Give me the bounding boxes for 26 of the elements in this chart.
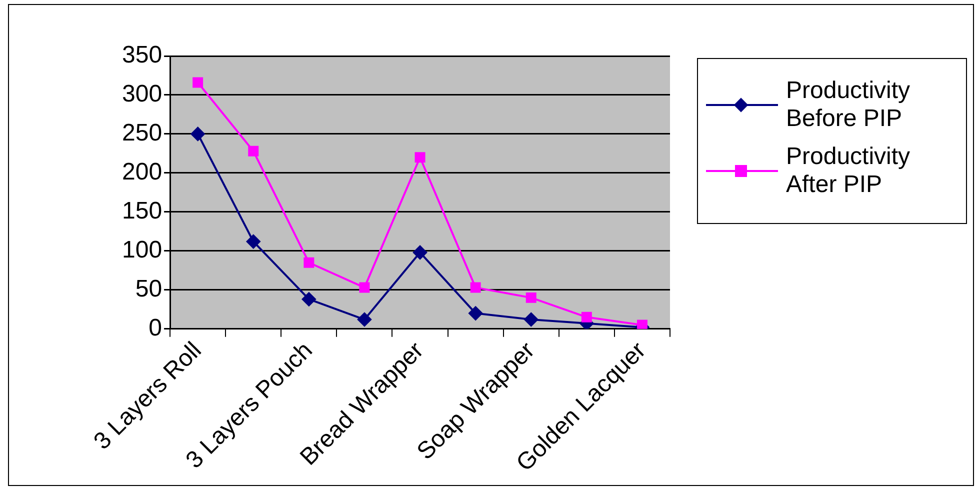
point	[470, 282, 481, 293]
point	[414, 152, 426, 163]
point	[246, 234, 260, 249]
y-tick-label: 200	[122, 158, 162, 186]
y-tick-label: 150	[122, 198, 162, 225]
point	[581, 312, 592, 322]
point	[248, 146, 259, 156]
y-tick-label: 50	[135, 276, 162, 303]
y-tick-label: 250	[122, 120, 162, 147]
point	[302, 292, 316, 306]
y-tick-label: 0	[148, 314, 162, 342]
point	[413, 245, 428, 260]
point	[468, 306, 483, 320]
legend-label: Productivity After PIP	[786, 143, 912, 199]
point	[526, 292, 536, 303]
y-tick-label: 100	[122, 236, 162, 264]
point	[636, 320, 648, 329]
point	[192, 77, 204, 88]
point	[190, 126, 205, 141]
y-tick-label: 350	[122, 42, 162, 69]
legend-label: Productivity Before PIP	[786, 77, 912, 133]
point	[359, 282, 370, 293]
point	[357, 312, 372, 327]
point	[524, 312, 538, 327]
point	[304, 257, 314, 268]
y-tick-label: 300	[122, 80, 162, 108]
